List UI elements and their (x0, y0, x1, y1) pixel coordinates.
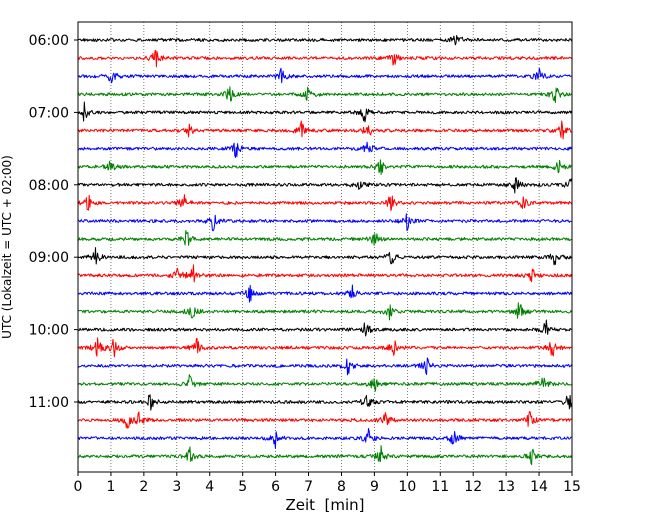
trace-line (77, 374, 572, 392)
trace-line (77, 213, 572, 232)
x-tick-label: 6 (271, 479, 280, 495)
x-tick-label: 14 (530, 479, 548, 495)
trace-line (77, 445, 572, 466)
trace-line (77, 67, 572, 84)
trace-line (77, 177, 572, 194)
x-axis: 0 1 2 3 4 5 6 7 8 9 10 11 12 13 14 15 (74, 472, 581, 495)
trace-line (77, 141, 572, 158)
trace-line (77, 337, 572, 358)
x-tick-label: 7 (304, 479, 313, 495)
trace-line (77, 49, 572, 68)
trace-line (77, 230, 572, 246)
y-tick-label: 07:00 (29, 105, 69, 121)
y-tick-label: 06:00 (29, 33, 69, 49)
y-tick-label: 08:00 (29, 178, 69, 194)
trace-line (77, 428, 572, 449)
x-tick-label: 0 (74, 479, 83, 495)
trace-line (77, 264, 572, 283)
x-tick-label: 4 (205, 479, 214, 495)
x-tick-label: 10 (398, 479, 416, 495)
grid-lines (110, 22, 540, 472)
x-tick-label: 15 (563, 479, 581, 495)
x-tick-label: 5 (238, 479, 247, 495)
y-tick-label: 10:00 (29, 323, 69, 339)
trace-line (77, 194, 572, 212)
y-axis-label: UTC (Lokalzeit = UTC + 02:00) (0, 155, 14, 339)
trace-line (77, 284, 572, 303)
plot-frame (77, 21, 573, 473)
x-tick-label: 1 (106, 479, 115, 495)
trace-line (77, 357, 572, 376)
trace-line (77, 247, 572, 266)
x-tick-label: 9 (370, 479, 379, 495)
x-tick-label: 2 (139, 479, 148, 495)
trace-line (77, 394, 572, 411)
y-tick-label: 09:00 (29, 250, 69, 266)
x-tick-label: 3 (172, 479, 181, 495)
trace-line (77, 34, 572, 46)
trace-line (77, 319, 572, 337)
trace-line (77, 120, 572, 140)
trace-line (77, 411, 572, 429)
trace-line (77, 86, 572, 104)
x-tick-label: 13 (497, 479, 515, 495)
x-tick-label: 8 (337, 479, 346, 495)
trace-line (77, 302, 572, 321)
y-axis: 06:00 07:00 08:00 09:00 10:00 11:00 (29, 33, 78, 411)
x-tick-label: 11 (431, 479, 449, 495)
trace-line (77, 101, 572, 123)
y-tick-label: 11:00 (29, 395, 69, 411)
x-tick-label: 12 (464, 479, 482, 495)
traces (77, 34, 572, 466)
trace-line (77, 159, 572, 176)
x-axis-label: Zeit [min] (285, 496, 364, 514)
